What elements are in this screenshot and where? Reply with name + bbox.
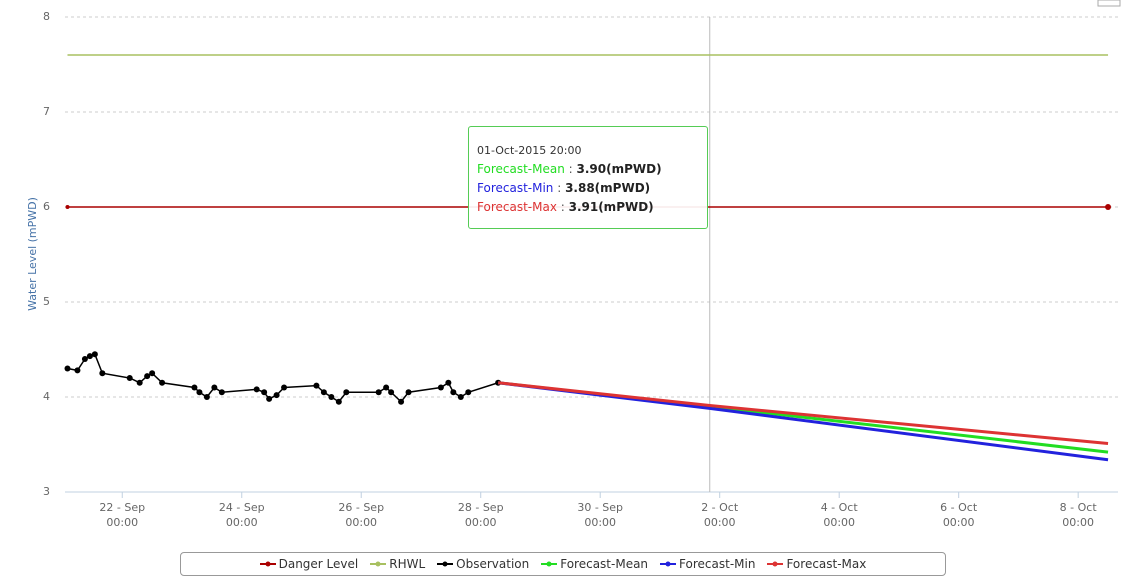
point-marker	[196, 389, 203, 396]
tooltip-title: 01-Oct-2015 20:00	[477, 144, 582, 157]
tooltip-value: 3.91(mPWD)	[568, 200, 654, 214]
x-tick-label: 26 - Sep 00:00	[338, 501, 385, 529]
point-marker	[320, 389, 327, 396]
point-marker	[388, 389, 395, 396]
legend-dot	[546, 561, 552, 567]
x-tick-label: 22 - Sep 00:00	[99, 501, 146, 529]
point-marker	[328, 394, 335, 400]
point-marker	[126, 375, 133, 381]
x-tick-label: 2 - Oct 00:00	[701, 501, 739, 529]
legend-item: Forecast-Mean	[541, 557, 648, 571]
x-tick-label: 28 - Sep 00:00	[457, 501, 504, 529]
point-marker	[450, 389, 457, 396]
point-marker	[91, 351, 98, 358]
y-tick-label: 3	[43, 485, 50, 498]
legend-item: Observation	[437, 557, 529, 571]
legend-symbol	[660, 561, 677, 567]
point-marker	[266, 395, 273, 402]
legend-symbol	[259, 561, 276, 567]
legend-dot	[442, 561, 448, 567]
legend-symbol	[370, 561, 387, 567]
x-tick-label: 4 - Oct 00:00	[820, 501, 858, 529]
legend-item: RHWL	[370, 557, 425, 571]
series-line	[497, 381, 1109, 446]
point-marker	[375, 389, 382, 396]
legend-label: Forecast-Min	[679, 557, 756, 571]
point-marker	[465, 389, 472, 396]
point-marker	[218, 389, 225, 396]
point-marker	[1105, 204, 1112, 210]
point-marker	[144, 373, 151, 380]
tooltip: 01-Oct-2015 20:00 Forecast-Mean3.90(mPWD…	[468, 126, 708, 229]
x-tick-label: 24 - Sep 00:00	[218, 501, 265, 529]
tooltip-series: Forecast-Mean	[477, 162, 576, 176]
legend-dot	[772, 561, 778, 567]
point-marker	[335, 398, 342, 405]
point-marker	[253, 386, 260, 393]
menu-icon[interactable]	[1097, 0, 1121, 7]
tooltip-series: Forecast-Min	[477, 181, 565, 195]
point-marker	[203, 394, 210, 400]
point-marker	[149, 370, 156, 377]
point-marker	[383, 384, 390, 391]
x-tick-label: 30 - Sep 00:00	[577, 501, 624, 529]
point-marker	[64, 365, 71, 372]
tooltip-series: Forecast-Max	[477, 200, 569, 214]
legend-dot	[665, 561, 671, 567]
legend-symbol	[437, 561, 454, 567]
y-tick-label: 4	[43, 390, 50, 403]
point-marker	[191, 384, 198, 391]
series-line	[497, 381, 1109, 462]
point-marker	[445, 379, 452, 386]
point-marker	[99, 370, 106, 377]
legend-item: Danger Level	[259, 557, 359, 571]
point-marker	[437, 384, 444, 391]
point-marker	[273, 392, 280, 399]
point-marker	[65, 205, 70, 209]
y-tick-label: 6	[43, 200, 50, 213]
legend-label: Danger Level	[278, 557, 359, 571]
legend-symbol	[541, 561, 558, 567]
legend-label: RHWL	[389, 557, 426, 571]
tooltip-value: 3.90(mPWD)	[576, 162, 662, 176]
legend-label: Observation	[456, 557, 530, 571]
x-tick-label: 8 - Oct 00:00	[1059, 501, 1097, 529]
tooltip-value: 3.88(mPWD)	[565, 181, 651, 195]
point-marker	[159, 379, 166, 386]
point-marker	[136, 379, 143, 386]
y-tick-label: 8	[43, 10, 50, 23]
point-marker	[343, 389, 350, 396]
point-marker	[74, 367, 81, 374]
legend-dot	[265, 561, 271, 567]
legend-label: Forecast-Max	[786, 557, 867, 571]
legend-label: Forecast-Mean	[560, 557, 649, 571]
point-marker	[457, 394, 464, 400]
y-axis-label: Water Level (mPWD)	[26, 197, 39, 311]
point-marker	[281, 384, 288, 391]
legend-item: Forecast-Max	[767, 557, 866, 571]
point-marker	[81, 356, 88, 362]
tooltip-row: Forecast-Max3.91(mPWD)	[477, 198, 699, 217]
x-tick-label: 6 - Oct 00:00	[940, 501, 978, 529]
legend-dot	[375, 561, 381, 567]
tooltip-row: Forecast-Mean3.90(mPWD)	[477, 160, 699, 179]
point-marker	[405, 389, 412, 396]
y-tick-label: 7	[43, 105, 50, 118]
legend-item: Forecast-Min	[660, 557, 755, 571]
point-marker	[261, 389, 268, 396]
point-marker	[86, 353, 93, 360]
point-marker	[313, 382, 320, 389]
tooltip-row: Forecast-Min3.88(mPWD)	[477, 179, 699, 198]
point-marker	[211, 384, 218, 391]
legend-symbol	[767, 561, 784, 567]
point-marker	[398, 398, 405, 405]
legend: Danger Level RHWL Observation Forecast-Mean…	[180, 552, 946, 576]
y-tick-label: 5	[43, 295, 50, 308]
